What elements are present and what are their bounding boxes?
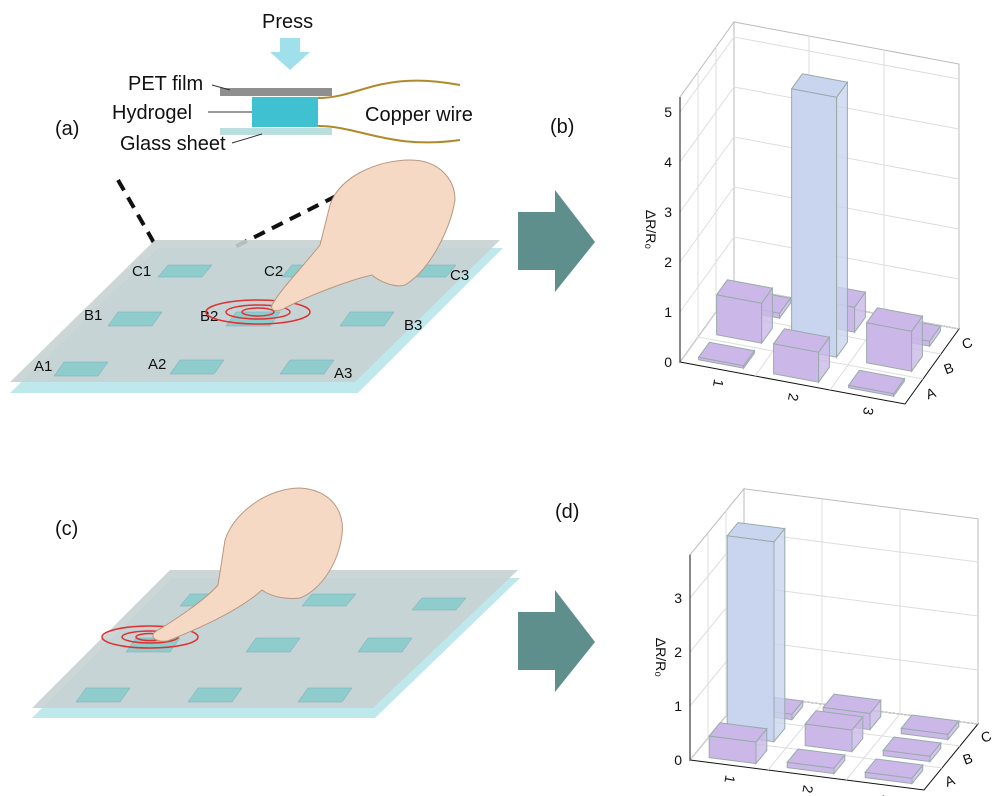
z-tick-label: 5 — [664, 104, 672, 120]
bar — [774, 329, 830, 382]
y-tick-label: A — [943, 771, 958, 789]
bar — [792, 74, 848, 357]
x-tick-label: 2 — [785, 392, 802, 403]
panel-label: (a) — [55, 118, 79, 140]
y-tick-label: C — [960, 334, 975, 352]
hydrogel — [252, 97, 318, 127]
y-tick-label: B — [942, 359, 956, 377]
panel-label: (d) — [555, 501, 579, 523]
glass-sheet — [220, 128, 332, 135]
pad-label: C3 — [450, 267, 469, 284]
z-tick-label: 0 — [664, 354, 672, 370]
pad-label: B1 — [84, 307, 102, 324]
arrow — [518, 190, 595, 292]
leader — [232, 134, 262, 143]
bar — [727, 523, 785, 742]
z-tick-label: 4 — [664, 154, 672, 170]
pad-label: C2 — [264, 263, 283, 280]
panel-label: (b) — [550, 116, 574, 138]
bar — [805, 711, 863, 752]
pad-label: C1 — [132, 263, 151, 280]
pad-label: B3 — [404, 317, 422, 334]
z-axis-label: ΔR/R₀ — [653, 638, 669, 677]
figure-canvas: Press PET film Hydrogel Glass sheet Copp… — [0, 0, 1008, 796]
copper-label: Copper wire — [365, 104, 473, 126]
bar-front — [792, 89, 837, 357]
bar — [901, 715, 959, 740]
z-tick-label: 2 — [674, 644, 682, 660]
z-tick-label: 1 — [664, 304, 672, 320]
y-tick-label: C — [979, 727, 994, 745]
x-tick-label: 2 — [799, 784, 816, 795]
x-tick-label: 3 — [860, 406, 877, 417]
x-tick-label: 1 — [710, 378, 727, 389]
z-tick-label: 3 — [664, 204, 672, 220]
arrow — [518, 590, 595, 692]
bar — [717, 280, 773, 343]
bar — [865, 759, 923, 784]
pad-label: A3 — [334, 365, 352, 382]
bar-front — [727, 536, 774, 742]
z-tick-label: 3 — [674, 590, 682, 606]
bar — [709, 723, 767, 764]
x-tick-label: 1 — [721, 774, 738, 785]
pet-film — [220, 88, 332, 96]
z-tick-label: 0 — [674, 752, 682, 768]
press-label: Press — [262, 11, 313, 33]
hydrogel-label: Hydrogel — [112, 102, 192, 124]
z-axis-label: ΔR/R₀ — [643, 210, 659, 249]
bar — [787, 749, 845, 774]
z-tick-label: 1 — [674, 698, 682, 714]
z-tick-label: 2 — [664, 254, 672, 270]
press-arrow — [270, 38, 310, 70]
bar — [867, 308, 923, 371]
y-tick-label: A — [924, 384, 939, 402]
y-tick-label: B — [961, 750, 975, 768]
pad-label: A1 — [34, 358, 52, 375]
glass-label: Glass sheet — [120, 133, 226, 155]
panel-label: (c) — [55, 518, 78, 540]
bar-side — [837, 82, 848, 357]
figure: Press PET film Hydrogel Glass sheet Copp… — [0, 0, 1008, 796]
pet-label: PET film — [128, 73, 203, 95]
bar-side — [774, 529, 785, 742]
pad-label: A2 — [148, 356, 166, 373]
bar — [883, 737, 941, 762]
